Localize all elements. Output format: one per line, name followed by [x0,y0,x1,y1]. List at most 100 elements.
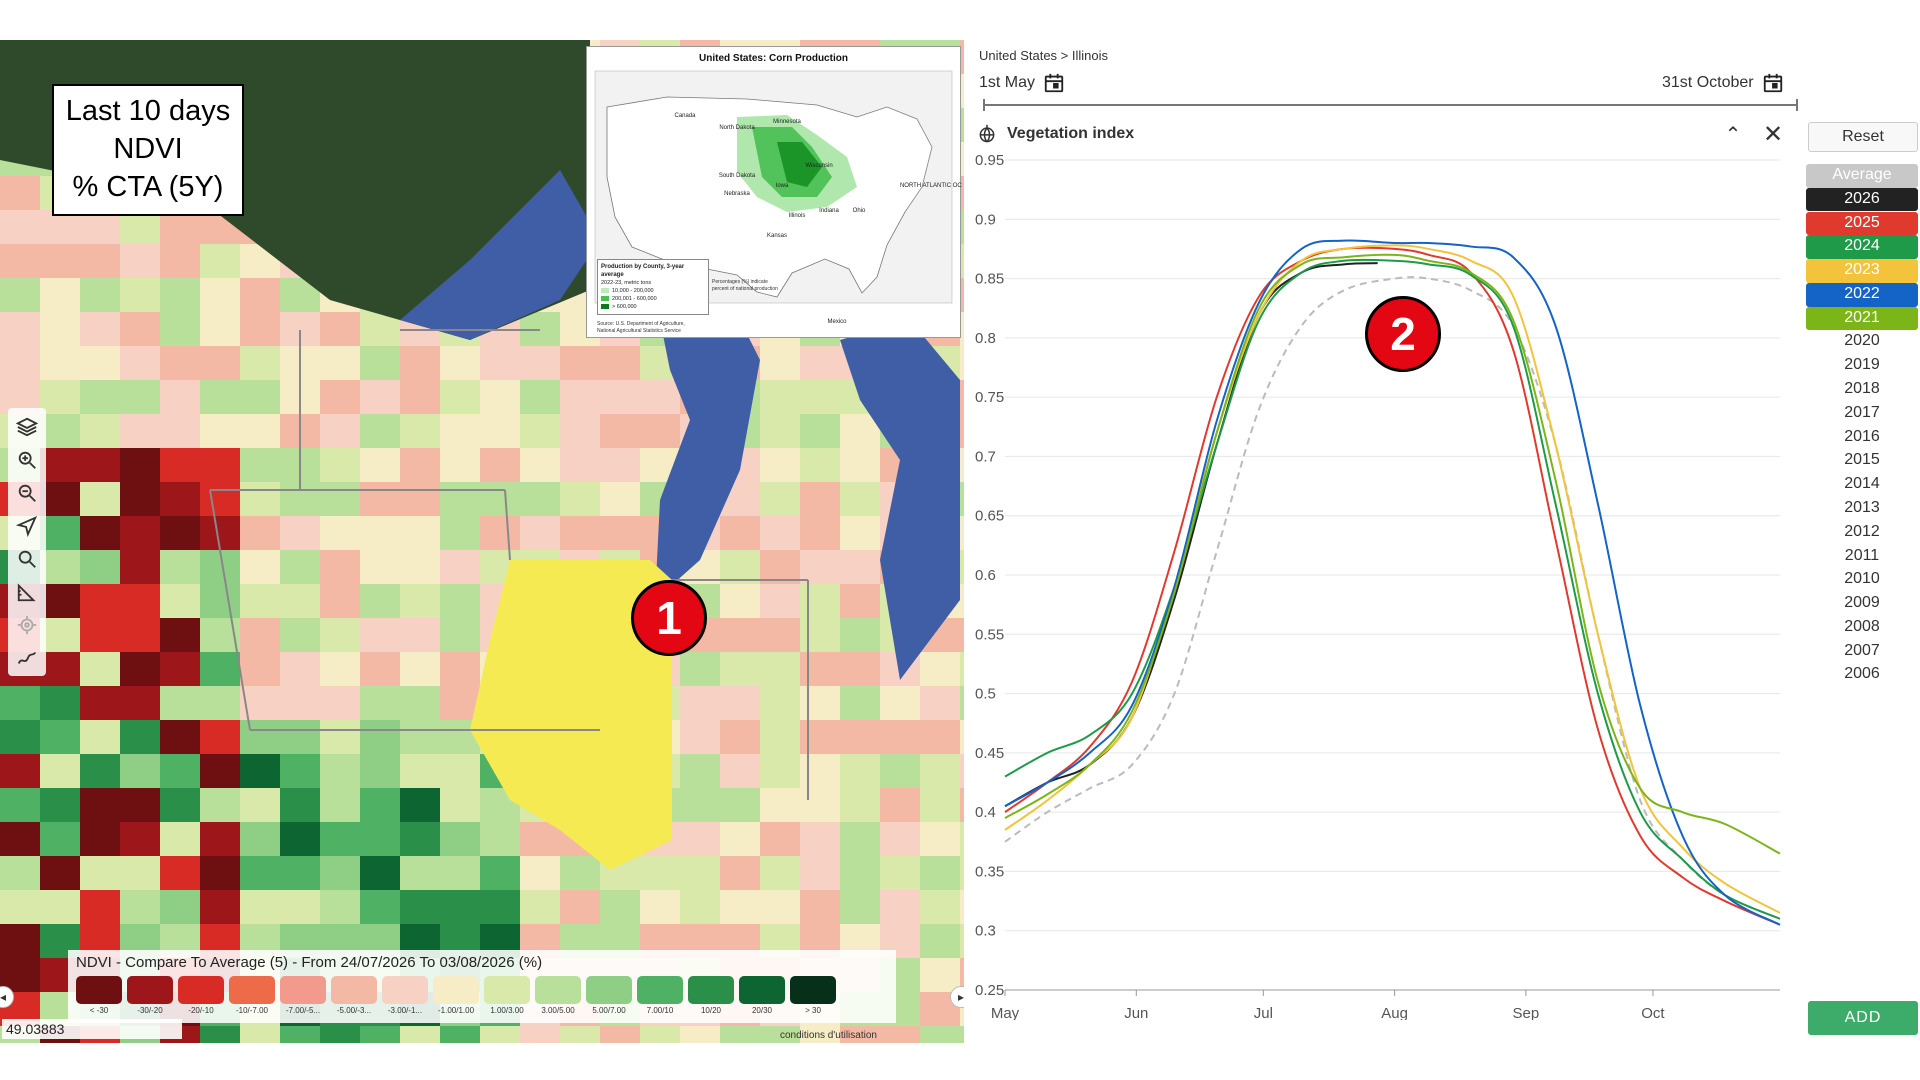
county-tile [440,856,480,890]
county-tile [0,720,40,754]
map-view[interactable]: Last 10 days NDVI % CTA (5Y) United Stat… [0,40,964,1043]
date-range-slider[interactable] [983,99,1798,111]
y-tick-label: 0.55 [975,626,1004,643]
inset-legend-item: 10,000 - 200,000 [612,288,654,294]
county-tile [240,890,280,924]
add-button[interactable]: ADD [1808,1001,1918,1035]
legend-item: -20/-10 [178,976,224,1015]
county-tile [40,720,80,754]
county-tile [800,516,840,550]
county-tile [240,618,280,652]
county-tile [680,720,720,754]
county-tile [360,618,400,652]
county-tile [320,618,360,652]
year-toggle-2018[interactable]: 2018 [1844,380,1880,398]
inset-state-label: Ohio [853,208,866,214]
y-tick-label: 0.65 [975,508,1004,525]
county-tile [320,652,360,686]
year-toggle-2026[interactable]: 2026 [1806,187,1918,212]
search-icon[interactable] [8,542,46,575]
breadcrumb[interactable]: United States > Illinois [979,48,1108,63]
navigate-icon[interactable] [8,509,46,542]
year-toggle-2007[interactable]: 2007 [1844,641,1880,659]
county-tile [80,244,120,278]
county-tile [520,856,560,890]
year-toggle-2013[interactable]: 2013 [1844,498,1880,516]
county-tile [40,482,80,516]
calendar-icon[interactable] [1762,72,1784,94]
year-toggle-2020[interactable]: 2020 [1844,332,1880,350]
year-toggle-2008[interactable]: 2008 [1844,617,1880,635]
map-scroll-right-icon[interactable]: ▸ [950,986,964,1008]
county-tile [400,448,440,482]
county-tile [880,754,920,788]
county-tile [160,720,200,754]
county-tile [960,516,964,550]
year-toggle-2010[interactable]: 2010 [1844,570,1880,588]
county-tile [200,312,240,346]
legend-label: 10/20 [700,1006,722,1015]
zoom-out-icon[interactable] [8,476,46,509]
year-toggle-2025[interactable]: 2025 [1806,211,1918,236]
close-icon[interactable]: ✕ [1762,121,1784,148]
draw-icon[interactable] [8,641,46,674]
year-toggle-2024[interactable]: 2024 [1806,235,1918,259]
year-toggle-2012[interactable]: 2012 [1844,522,1880,540]
legend-label: 1.00/3.00 [490,1006,524,1015]
year-toggle-average[interactable]: Average [1806,164,1918,188]
map-credit[interactable]: conditions d'utilisation [780,1030,877,1041]
year-toggle-2022[interactable]: 2022 [1806,282,1918,307]
county-tile [80,414,120,448]
county-tile [440,516,480,550]
zoom-in-icon[interactable] [8,443,46,476]
year-toggle-2019[interactable]: 2019 [1844,356,1880,374]
layers-icon[interactable] [8,410,46,443]
series-line-2024[interactable] [1004,258,1781,920]
county-tile [320,754,360,788]
year-toggle-2017[interactable]: 2017 [1844,403,1880,421]
year-toggle-2006[interactable]: 2006 [1844,665,1880,683]
county-tile [360,856,400,890]
inset-legend: Production by County, 3-year average 202… [597,259,709,315]
county-tile [40,312,80,346]
collapse-chevron-icon[interactable]: ⌃ [1724,124,1742,146]
y-tick-label: 0.25 [975,982,1004,999]
year-toggle-2021[interactable]: 2021 [1806,306,1918,331]
legend-swatch [280,976,326,1004]
measure-icon[interactable] [8,575,46,608]
end-date-picker[interactable]: 31st October [1662,72,1784,94]
county-tile [720,856,760,890]
year-toggle-2015[interactable]: 2015 [1844,451,1880,469]
calendar-icon[interactable] [1043,72,1065,94]
inset-state-label: Wisconsin [805,163,832,169]
start-date-picker[interactable]: 1st May [979,72,1065,94]
series-line-2023[interactable] [1004,244,1781,914]
series-line-2026[interactable] [1004,262,1378,808]
globe-icon [979,124,995,143]
series-line-2022[interactable] [1004,239,1781,926]
year-toggle-2016[interactable]: 2016 [1844,427,1880,445]
locate-icon[interactable] [8,608,46,641]
reset-button[interactable]: Reset [1808,122,1918,152]
series-line-average[interactable] [1004,276,1781,920]
county-tile [240,346,280,380]
county-tile [800,686,840,720]
county-tile [440,686,480,720]
county-tile [680,788,720,822]
series-line-2025[interactable] [1004,246,1781,926]
year-toggle-2023[interactable]: 2023 [1806,259,1918,283]
county-tile [920,856,960,890]
overlay-line-metric: % CTA (5Y) [72,171,224,203]
year-toggle-2014[interactable]: 2014 [1844,475,1880,493]
y-tick-label: 0.35 [975,863,1004,880]
series-line-2021[interactable] [1004,253,1781,855]
county-tile [920,686,960,720]
county-tile [960,380,964,414]
county-tile [240,278,280,312]
county-tile [920,754,960,788]
year-toggle-2011[interactable]: 2011 [1844,546,1880,564]
inset-state-label: Canada [674,113,696,119]
year-toggle-2009[interactable]: 2009 [1844,594,1880,612]
county-tile [760,380,800,414]
county-tile [320,584,360,618]
